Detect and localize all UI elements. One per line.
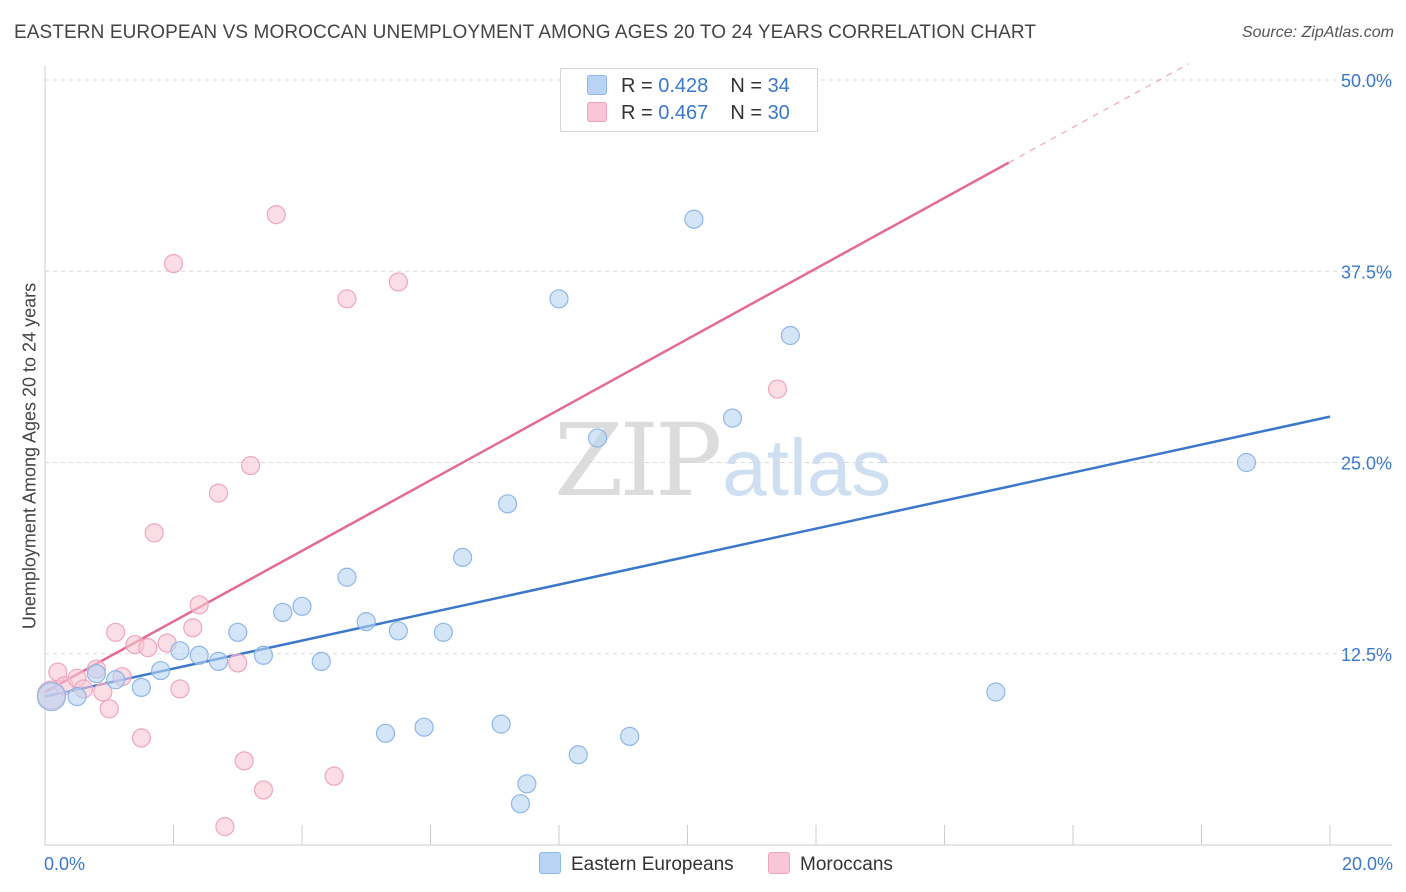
- point-eastern-european: [684, 209, 704, 229]
- point-moroccan: [337, 289, 357, 309]
- watermark: ZIPatlas: [554, 402, 891, 519]
- point-eastern-european: [433, 622, 453, 642]
- watermark-zip: ZIP: [554, 402, 722, 519]
- point-eastern-european: [86, 664, 107, 684]
- axes: [44, 66, 1392, 846]
- point-moroccan: [234, 751, 254, 771]
- point-eastern-european: [587, 428, 608, 448]
- point-eastern-european: [780, 325, 800, 346]
- y-tick-label: 12.5%: [1341, 645, 1392, 665]
- point-moroccan: [241, 455, 261, 476]
- legend-swatch-eastern-europeans: [539, 852, 561, 874]
- point-eastern-european: [170, 641, 190, 661]
- point-moroccan: [388, 272, 408, 292]
- point-moroccan: [215, 817, 235, 837]
- point-moroccan: [138, 638, 158, 658]
- point-moroccan: [106, 622, 126, 642]
- point-eastern-european: [388, 621, 408, 641]
- legend-swatch-eastern-europeans: [587, 75, 607, 95]
- point-moroccan: [228, 653, 248, 673]
- point-eastern-european: [722, 408, 743, 428]
- y-tick-label: 25.0%: [1341, 454, 1392, 474]
- point-moroccan: [208, 483, 229, 503]
- point-eastern-european: [414, 717, 434, 737]
- point-eastern-european: [131, 677, 151, 698]
- point-eastern-european: [986, 682, 1006, 702]
- source-label: Source: ZipAtlas.com: [1241, 24, 1394, 41]
- x-tick-label: 20.0%: [1342, 854, 1393, 874]
- point-eastern-european: [36, 681, 67, 712]
- point-eastern-european: [67, 686, 87, 707]
- point-eastern-european: [568, 745, 588, 765]
- point-moroccan: [144, 523, 164, 543]
- point-moroccan: [767, 379, 788, 399]
- point-moroccan: [93, 682, 113, 702]
- point-eastern-european: [189, 645, 209, 665]
- legend-swatch-moroccans: [587, 102, 607, 122]
- stats-row-moroccans: R = 0.467 N = 30: [587, 102, 790, 126]
- x-tick-label: 0.0%: [44, 854, 85, 874]
- point-eastern-european: [292, 596, 312, 616]
- point-eastern-european: [253, 645, 274, 665]
- point-eastern-european: [208, 651, 229, 672]
- point-eastern-european: [356, 612, 376, 632]
- legend-item-eastern-europeans[interactable]: Eastern Europeans: [539, 852, 734, 876]
- series-legend: Eastern Europeans Moroccans: [0, 850, 1406, 880]
- grid-lines: [45, 79, 1392, 655]
- point-eastern-european: [1236, 452, 1257, 473]
- point-eastern-european: [311, 651, 331, 672]
- point-moroccan: [131, 728, 151, 748]
- point-eastern-european: [273, 602, 293, 623]
- point-moroccan: [324, 766, 344, 786]
- trend-line-extension: [1008, 63, 1189, 164]
- legend-swatch-moroccans: [768, 852, 790, 874]
- r-value: 0.428: [658, 75, 709, 97]
- n-value: 34: [767, 75, 790, 97]
- point-moroccan: [170, 679, 190, 699]
- tick-labels: 12.5% 25.0% 37.5% 50.0% 0.0% 20.0%: [44, 71, 1393, 874]
- point-eastern-european: [151, 660, 171, 681]
- y-tick-label: 37.5%: [1341, 262, 1392, 282]
- point-eastern-european: [106, 670, 126, 690]
- watermark-atlas: atlas: [722, 423, 892, 512]
- point-eastern-european: [620, 726, 640, 746]
- stats-legend: R = 0.428 N = 34 R = 0.467 N = 30: [560, 68, 818, 132]
- point-moroccan: [189, 595, 209, 615]
- point-eastern-european: [491, 714, 511, 734]
- n-value: 30: [767, 102, 790, 124]
- point-eastern-european: [549, 289, 569, 309]
- point-moroccan: [266, 205, 286, 225]
- point-eastern-european: [498, 494, 518, 514]
- trend-line-moroccans: [44, 161, 1010, 694]
- point-eastern-european: [228, 622, 248, 642]
- r-value: 0.467: [658, 102, 709, 124]
- y-tick-label: 50.0%: [1341, 71, 1392, 91]
- point-eastern-european: [453, 547, 473, 567]
- point-moroccan: [253, 780, 274, 800]
- trend-lines: [44, 63, 1331, 698]
- chart-title: EASTERN EUROPEAN VS MOROCCAN UNEMPLOYMEN…: [14, 22, 1037, 43]
- data-points: [36, 205, 1257, 837]
- point-moroccan: [183, 618, 203, 638]
- point-moroccan: [163, 254, 184, 274]
- point-moroccan: [99, 699, 119, 719]
- legend-item-moroccans[interactable]: Moroccans: [768, 852, 893, 876]
- point-eastern-european: [510, 794, 531, 814]
- stats-row-eastern-europeans: R = 0.428 N = 34: [587, 75, 790, 99]
- point-eastern-european: [517, 774, 537, 794]
- point-eastern-european: [337, 567, 357, 587]
- point-eastern-european: [375, 723, 396, 743]
